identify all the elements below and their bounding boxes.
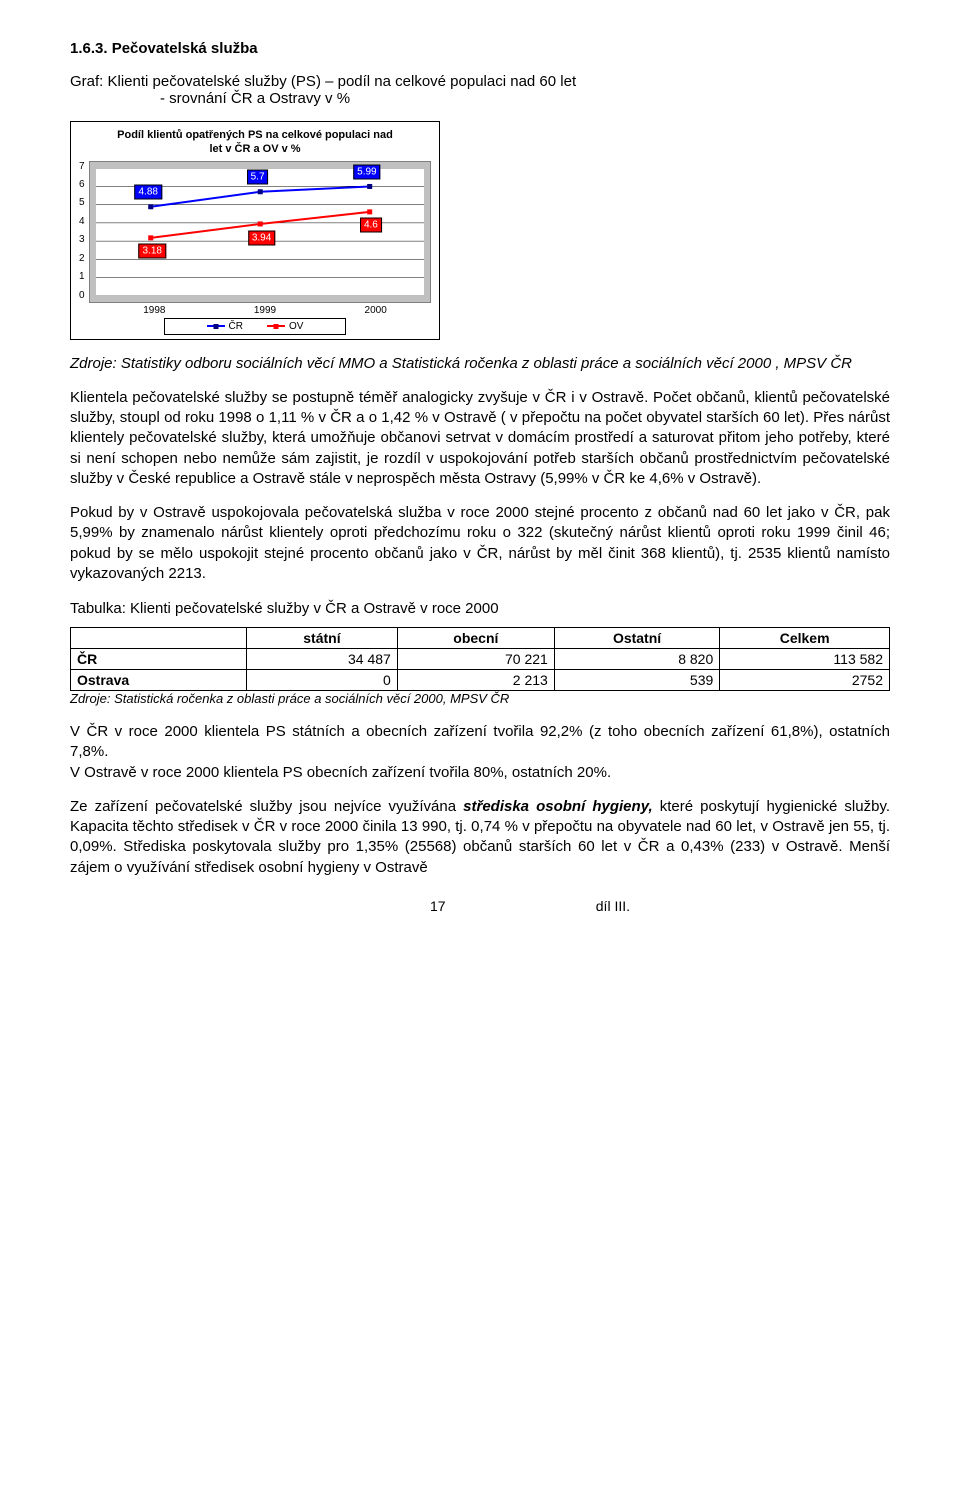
data-cell: 0 — [247, 670, 398, 691]
y-tick-label: 0 — [79, 290, 85, 301]
y-tick-label: 5 — [79, 197, 85, 208]
data-label: 3.94 — [248, 230, 275, 245]
chart-title: Podíl klientů opatřených PS na celkové p… — [79, 128, 431, 157]
y-tick-label: 3 — [79, 234, 85, 245]
paragraph-1: Klientela pečovatelské služby se postupn… — [70, 388, 890, 489]
data-label: 5.99 — [353, 165, 380, 180]
y-tick-label: 4 — [79, 216, 85, 227]
x-tick-label: 1998 — [99, 305, 210, 316]
table-header-cell: státní — [247, 628, 398, 649]
legend: ČR OV — [164, 318, 346, 335]
legend-label: OV — [289, 321, 303, 332]
plot-area: 4.88 5.7 5.99 3.18 3.94 4.6 — [96, 168, 424, 296]
legend-item: ČR — [207, 321, 243, 332]
graph-caption-line2: - srovnání ČR a Ostravy v % — [160, 90, 890, 107]
plot-wrap: 7 6 5 4 3 2 1 0 4.88 5.7 5.99 3.18 3.94 4.6 — [79, 161, 431, 303]
chart-title-l2: let v ČR a OV v % — [209, 143, 300, 155]
chart-title-l1: Podíl klientů opatřených PS na celkové p… — [117, 129, 393, 141]
graph-caption-line1: Graf: Klienti pečovatelské služby (PS) –… — [70, 73, 890, 90]
y-tick-label: 2 — [79, 253, 85, 264]
legend-swatch — [267, 325, 285, 327]
table-header-cell: Ostatní — [554, 628, 719, 649]
legend-swatch — [207, 325, 225, 327]
section-heading: 1.6.3. Pečovatelská služba — [70, 40, 890, 57]
source-note-2: Zdroje: Statistická ročenka z oblasti pr… — [70, 691, 890, 706]
page-footer: 17 díl III. — [70, 898, 890, 914]
x-tick-label: 1999 — [210, 305, 321, 316]
row-label-cell: Ostrava — [71, 670, 247, 691]
data-label: 4.6 — [360, 218, 382, 233]
x-tick-label: 2000 — [320, 305, 431, 316]
paragraph-2: Pokud by v Ostravě uspokojovala pečovate… — [70, 503, 890, 584]
y-tick-label: 6 — [79, 179, 85, 190]
table-header-cell: obecní — [397, 628, 554, 649]
data-cell: 113 582 — [720, 649, 890, 670]
paragraph-3: V ČR v roce 2000 klientela PS státních a… — [70, 722, 890, 763]
table-caption: Tabulka: Klienti pečovatelské služby v Č… — [70, 600, 890, 617]
table-row: ČR34 48770 2218 820113 582 — [71, 649, 890, 670]
page: 1.6.3. Pečovatelská služba Graf: Klienti… — [0, 0, 960, 944]
x-axis: 199819992000 — [99, 305, 431, 316]
y-axis: 7 6 5 4 3 2 1 0 — [79, 161, 89, 301]
data-cell: 8 820 — [554, 649, 719, 670]
data-label: 3.18 — [138, 244, 165, 259]
y-tick-label: 1 — [79, 271, 85, 282]
paragraph-4: V Ostravě v roce 2000 klientela PS obecn… — [70, 763, 890, 783]
data-label: 4.88 — [134, 185, 161, 200]
data-cell: 70 221 — [397, 649, 554, 670]
data-cell: 539 — [554, 670, 719, 691]
plot-panel: 4.88 5.7 5.99 3.18 3.94 4.6 — [89, 161, 431, 303]
data-cell: 2752 — [720, 670, 890, 691]
row-label-cell: ČR — [71, 649, 247, 670]
data-label: 5.7 — [247, 170, 269, 185]
data-cell: 2 213 — [397, 670, 554, 691]
paragraph-5: Ze zařízení pečovatelské služby jsou nej… — [70, 797, 890, 878]
footer-right: díl III. — [596, 898, 630, 914]
data-table: státníobecníOstatníCelkemČR34 48770 2218… — [70, 627, 890, 691]
legend-label: ČR — [229, 321, 243, 332]
para5-emph: střediska osobní hygieny, — [463, 798, 653, 815]
table-header-cell — [71, 628, 247, 649]
data-cell: 34 487 — [247, 649, 398, 670]
para5-a: Ze zařízení pečovatelské služby jsou nej… — [70, 798, 463, 815]
y-tick-label: 7 — [79, 161, 85, 172]
chart-container: Podíl klientů opatřených PS na celkové p… — [70, 121, 440, 340]
legend-item: OV — [267, 321, 303, 332]
table-row: Ostrava02 2135392752 — [71, 670, 890, 691]
source-note-1: Zdroje: Statistiky odboru sociálních věc… — [70, 354, 890, 374]
page-number: 17 — [430, 898, 446, 914]
table-header-cell: Celkem — [720, 628, 890, 649]
